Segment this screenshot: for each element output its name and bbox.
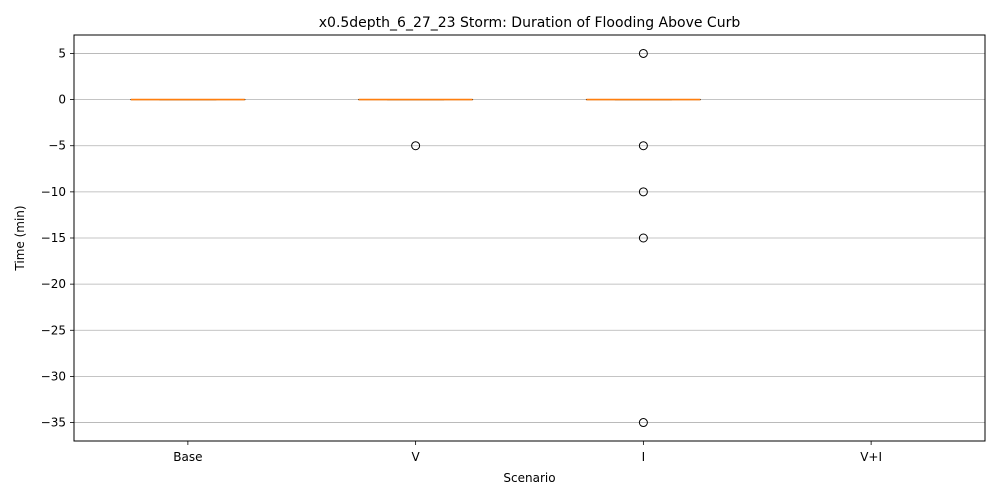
boxes [130, 48, 701, 428]
outlier-point [638, 418, 648, 428]
y-tick-label: −25 [41, 323, 66, 337]
x-tick-label: I [642, 450, 646, 464]
chart-title: x0.5depth_6_27_23 Storm: Duration of Flo… [319, 15, 741, 31]
y-tick-label: 5 [58, 46, 66, 60]
y-tick-label: −30 [41, 369, 66, 383]
outlier-point [638, 233, 648, 243]
x-tick-label: V [412, 450, 421, 464]
outlier-point [638, 187, 648, 197]
x-tick-label: V+I [860, 450, 882, 464]
grid-lines [74, 53, 985, 423]
x-tick-label: Base [173, 450, 202, 464]
outlier-point [638, 48, 648, 58]
y-axis-ticks: 5 0 −5 −10 −15 −20 −25 −30 −35 [41, 46, 74, 430]
y-tick-label: −20 [41, 277, 66, 291]
y-tick-label: −15 [41, 231, 66, 245]
box-i [585, 48, 701, 428]
box-v [358, 98, 474, 151]
y-tick-label: −5 [48, 139, 66, 153]
y-axis-label: Time (min) [13, 205, 27, 271]
y-tick-label: 0 [58, 93, 66, 107]
y-tick-label: −10 [41, 185, 66, 199]
outlier-point [411, 141, 421, 151]
outlier-point [638, 141, 648, 151]
x-axis-ticks: Base V I V+I [173, 441, 882, 464]
y-tick-label: −35 [41, 416, 66, 430]
x-axis-label: Scenario [503, 471, 555, 485]
